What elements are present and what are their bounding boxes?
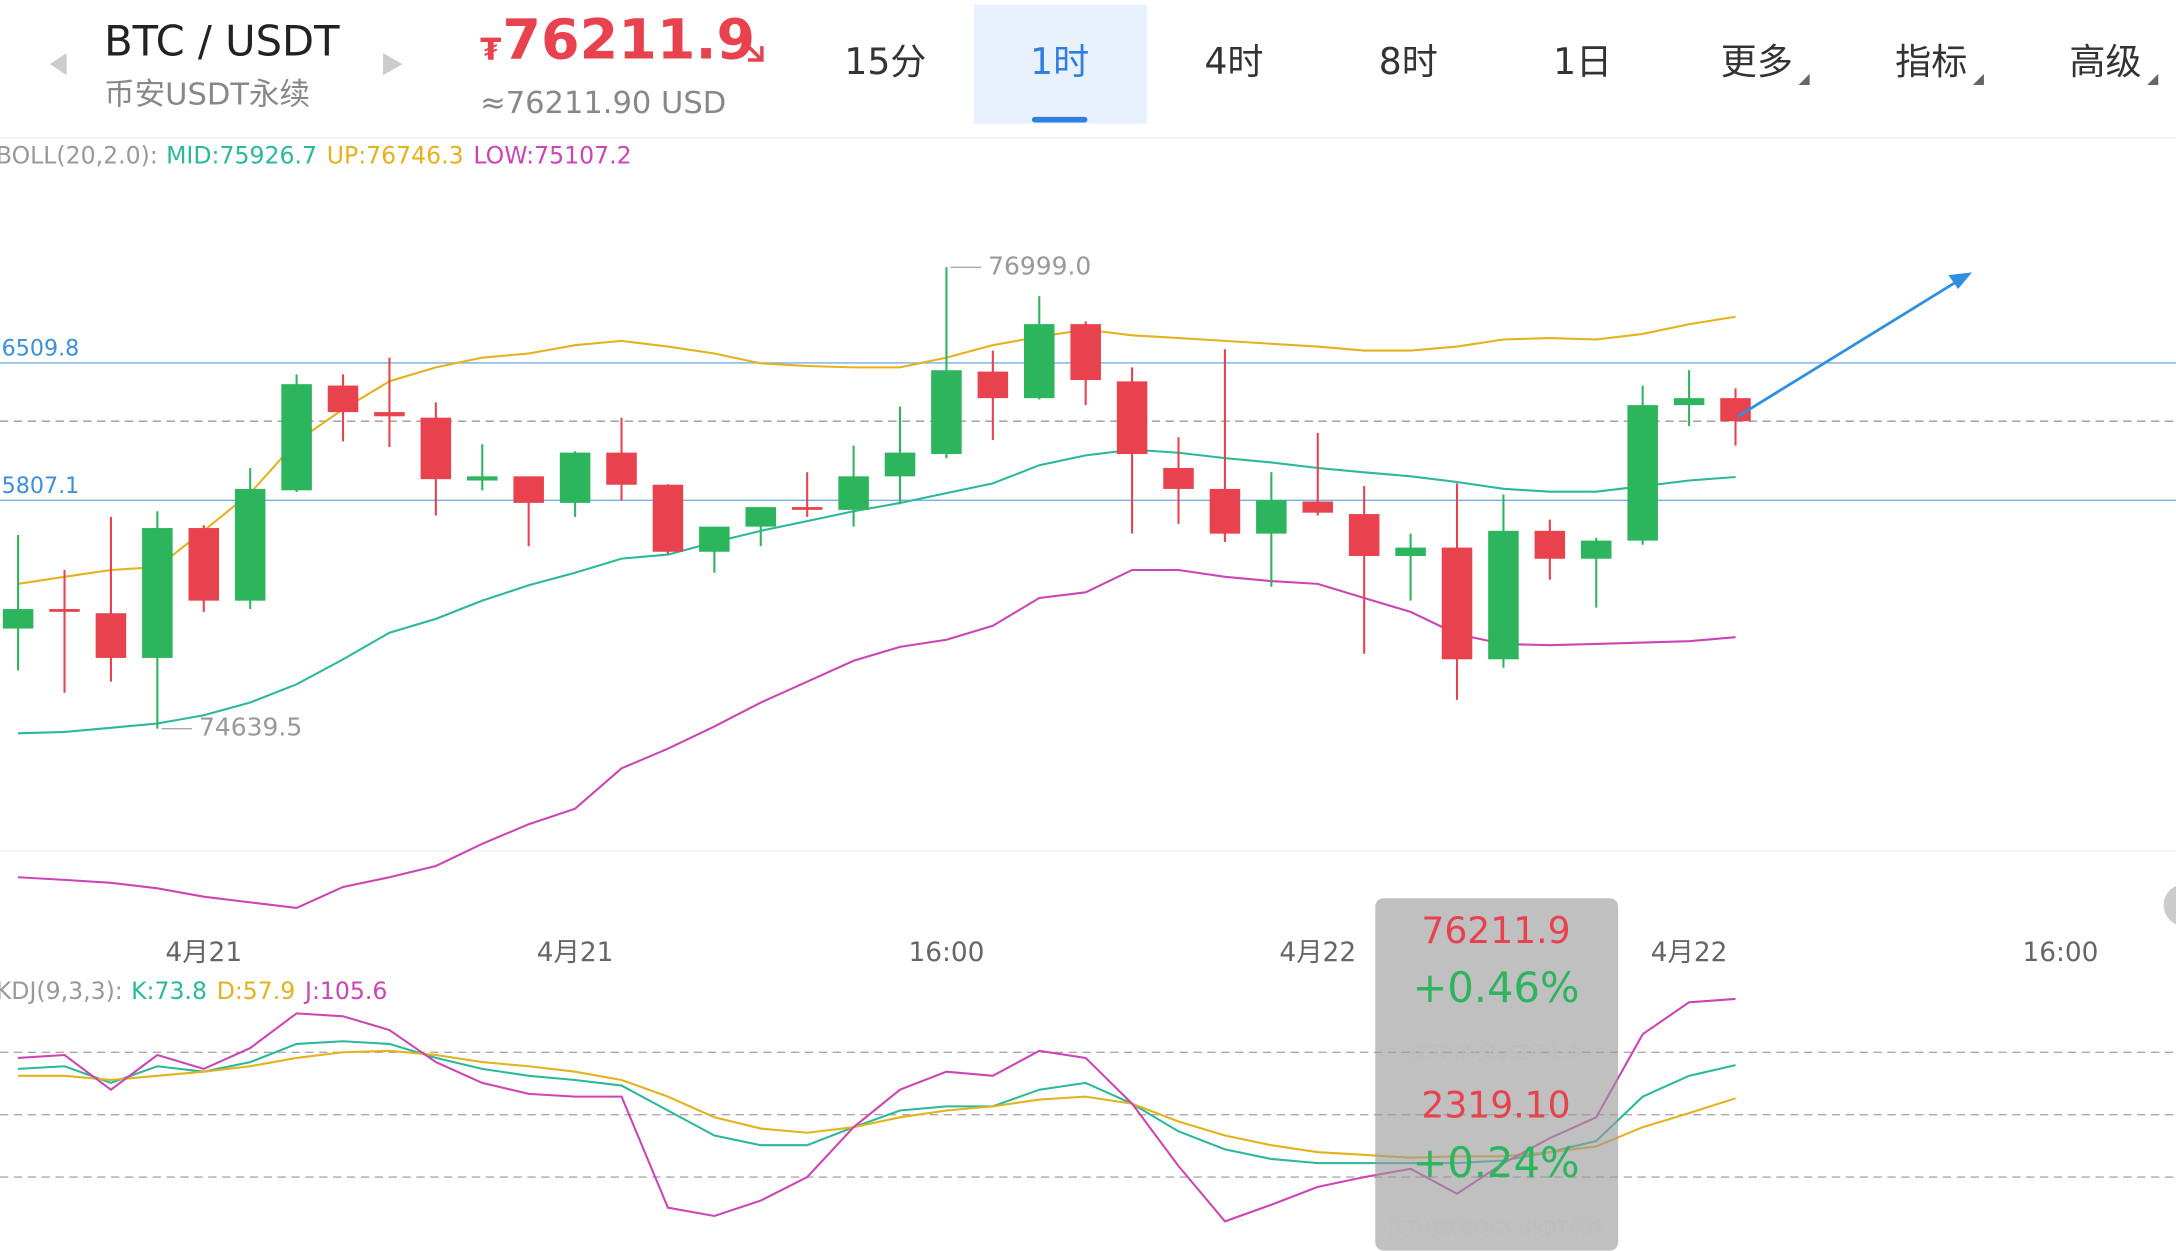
tab[interactable]: 指标 xyxy=(1895,41,1967,83)
indicator-name: BOLL(20,2.0): xyxy=(0,142,158,170)
tab-indicator xyxy=(1031,116,1088,123)
tab[interactable]: 4时 xyxy=(1204,41,1263,83)
pair: BTC / USDT xyxy=(104,17,340,66)
candle-body xyxy=(281,384,312,491)
price-line-label: 75807.1 xyxy=(0,473,79,499)
candle-body xyxy=(559,452,591,503)
candle-body xyxy=(1395,547,1426,556)
indicator-name: KDJ(9,3,3): xyxy=(0,977,123,1005)
legend-entry: MID:75926.7 xyxy=(166,142,317,170)
tooltip-box xyxy=(1375,898,1619,1251)
tooltip-change: +0.46% xyxy=(1412,963,1579,1012)
candle-body xyxy=(791,507,823,510)
candle-body xyxy=(1534,530,1566,559)
candle-body xyxy=(1256,500,1287,534)
candle-body xyxy=(884,452,916,477)
tab[interactable]: 1时 xyxy=(1030,41,1089,83)
trend-icon xyxy=(738,36,764,62)
high-label: 76999.0 xyxy=(988,251,1091,280)
candle-body xyxy=(1209,488,1241,534)
candle-body xyxy=(1673,398,1705,406)
candle-body xyxy=(2,609,34,629)
exchange: 币安USDT永续 xyxy=(104,78,310,113)
candle-body xyxy=(931,370,962,455)
legend-entry: UP:76746.3 xyxy=(327,142,464,170)
candle-body xyxy=(606,452,637,485)
candle-body xyxy=(142,528,173,658)
candle-body xyxy=(1163,467,1194,489)
x-tick-label: 4月21 xyxy=(165,938,242,968)
candle-body xyxy=(95,613,127,658)
x-tick-label: 4月22 xyxy=(1651,938,1728,968)
tooltip-price: 2319.10 xyxy=(1421,1085,1570,1127)
x-tick-label: 4月21 xyxy=(537,938,614,968)
tooltip: 76211.9 +0.46% [BTC]币安USDT永续 2319.10 +0.24% [… xyxy=(1375,898,1619,1251)
candle-body xyxy=(1720,398,1751,422)
legend-entry: K:73.8 xyxy=(131,977,207,1005)
tab-selected-bg xyxy=(973,4,1148,124)
candle-body xyxy=(1070,324,1101,380)
legend-entry: LOW:75107.2 xyxy=(473,142,631,170)
tab[interactable]: 15分 xyxy=(844,41,926,83)
tabs: 15分 1时 4时 8时 1日 更多 指标 高级 xyxy=(844,4,2159,124)
candle-body xyxy=(838,476,869,510)
tooltip-price: 76211.9 xyxy=(1421,910,1570,952)
x-tick-label: 16:00 xyxy=(2022,938,2098,968)
candle-body xyxy=(513,476,544,503)
candle-body xyxy=(652,484,684,552)
indicator-line xyxy=(18,448,1736,735)
tooltip-source: [ETH]欧易OKX USDT永续 xyxy=(1388,1217,1604,1238)
candle-body xyxy=(1116,381,1148,455)
plot: 76509.8 75807.1 4月21 4月21 16:00 4月22 4月22 16:00… xyxy=(0,142,2176,1223)
candle-body xyxy=(467,476,498,481)
candle-body xyxy=(699,526,730,552)
dropdown-caret xyxy=(2147,73,2159,85)
candle-body xyxy=(420,417,452,480)
candle-body xyxy=(745,507,777,527)
candle-body xyxy=(1441,547,1473,660)
candle-body xyxy=(1488,530,1519,660)
candle-body xyxy=(1580,540,1612,559)
usd-price: ≈76211.90 USD xyxy=(480,86,726,121)
candle-body xyxy=(977,371,1009,399)
candle-body xyxy=(234,488,266,601)
candle-body xyxy=(188,528,220,601)
prev-arrow[interactable] xyxy=(49,53,67,76)
tooltip-change: +0.24% xyxy=(1412,1138,1579,1187)
currency-symbol: ₮ xyxy=(480,33,501,68)
candle-body xyxy=(1627,405,1658,541)
low-label: 74639.5 xyxy=(199,713,302,742)
tab[interactable]: 更多 xyxy=(1721,41,1793,83)
legend-entry: D:57.9 xyxy=(217,977,296,1005)
tab[interactable]: 8时 xyxy=(1379,41,1438,83)
dropdown-caret xyxy=(1798,73,1810,85)
candle-body xyxy=(49,609,80,612)
candle-body xyxy=(374,412,405,417)
side-handle[interactable] xyxy=(2163,884,2176,926)
candle-body xyxy=(327,385,359,413)
dropdown-caret xyxy=(1972,73,1984,85)
candle-body xyxy=(1023,324,1055,399)
price-line-label: 76509.8 xyxy=(0,336,79,362)
tab[interactable]: 1日 xyxy=(1553,41,1612,83)
x-tick-label: 4月22 xyxy=(1279,938,1356,968)
legend-entry: J:105.6 xyxy=(303,977,387,1005)
tooltip-source: [BTC]币安USDT永续 xyxy=(1411,1043,1582,1064)
candle-body xyxy=(1348,514,1380,556)
next-arrow[interactable] xyxy=(383,53,403,76)
tab[interactable]: 高级 xyxy=(2069,41,2141,83)
arrow-annotation xyxy=(1736,275,1966,418)
arrow-head xyxy=(1948,272,1972,289)
x-tick-label: 16:00 xyxy=(908,938,984,968)
candle-body xyxy=(1302,501,1334,513)
price: 76211.9 xyxy=(502,7,755,72)
